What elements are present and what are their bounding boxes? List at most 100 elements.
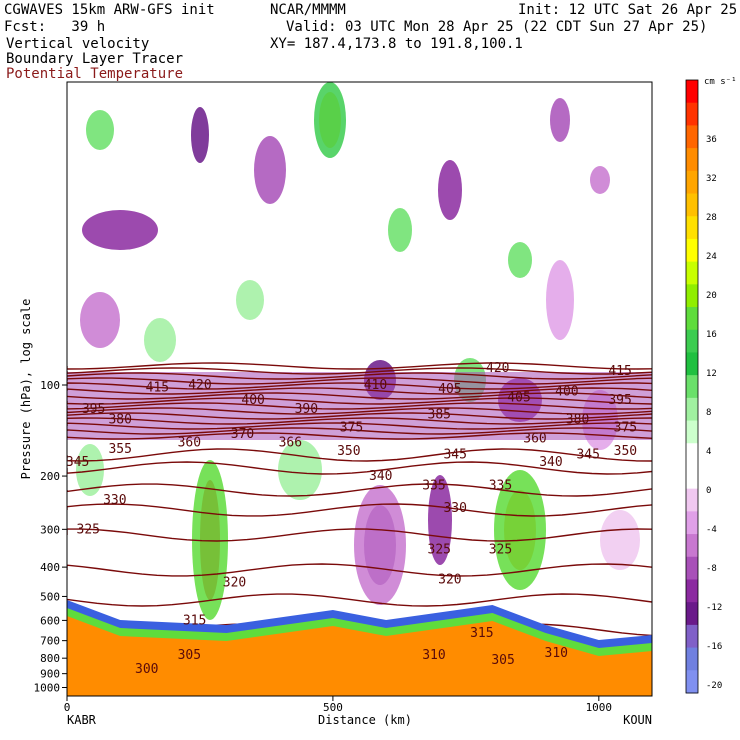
colorbar-label: 12 xyxy=(706,369,717,379)
theta-label: 400 xyxy=(555,384,578,399)
field-name-1: Vertical velocity xyxy=(6,36,150,52)
velocity-blob xyxy=(236,280,264,320)
colorbar-label: -16 xyxy=(706,642,722,652)
theta-label: 415 xyxy=(146,381,169,396)
velocity-blob xyxy=(550,98,570,142)
theta-label: 420 xyxy=(486,361,509,376)
theta-label: 366 xyxy=(279,436,302,451)
colorbar-label: 36 xyxy=(706,135,717,145)
colorbar-label: -4 xyxy=(706,525,717,535)
endpoint-left: KABR xyxy=(67,713,97,727)
xy-endpoints: XY= 187.4,173.8 to 191.8,100.1 xyxy=(270,36,523,52)
y-axis-title: Pressure (hPa), log scale xyxy=(19,299,33,480)
velocity-blob xyxy=(86,110,114,150)
colorbar-swatch xyxy=(686,647,698,671)
colorbar-label: 20 xyxy=(706,291,717,301)
colorbar-swatch xyxy=(686,534,698,558)
colorbar-swatch xyxy=(686,102,698,126)
colorbar-swatch xyxy=(686,238,698,263)
theta-contour-line xyxy=(67,402,652,410)
colorbar-swatch xyxy=(686,170,698,195)
y-tick-label: 300 xyxy=(40,523,60,536)
theta-contour-line xyxy=(67,367,652,375)
colorbar-swatch xyxy=(686,397,698,422)
field-name-2: Boundary Layer Tracer xyxy=(6,51,184,67)
x-axis-title: Distance (km) xyxy=(318,713,412,727)
theta-label: 325 xyxy=(489,543,512,558)
velocity-blob xyxy=(546,260,574,340)
theta-label: 415 xyxy=(608,364,631,379)
x-tick-label: 500 xyxy=(323,701,343,714)
velocity-blob xyxy=(428,475,452,565)
velocity-blob xyxy=(82,210,158,250)
colorbar-label: 28 xyxy=(706,213,717,223)
colorbar-swatch xyxy=(686,488,698,512)
colorbar-label: 8 xyxy=(706,408,711,418)
forecast-hour: Fcst: 39 h xyxy=(4,19,106,35)
y-tick-label: 100 xyxy=(40,379,60,392)
theta-contour-line xyxy=(67,372,652,380)
theta-label: 420 xyxy=(188,378,211,393)
theta-contour-line xyxy=(67,528,652,542)
colorbar-label: -8 xyxy=(706,564,717,574)
theta-label: 360 xyxy=(523,431,546,446)
colorbar-swatch xyxy=(686,148,698,172)
valid-time: Valid: 03 UTC Mon 28 Apr 25 (22 CDT Sun … xyxy=(286,19,708,35)
theta-contour-line xyxy=(67,362,652,370)
velocity-blob xyxy=(600,510,640,570)
theta-label: 340 xyxy=(369,469,392,484)
theta-label: 325 xyxy=(428,543,451,558)
colorbar-swatch xyxy=(686,602,698,626)
colorbar-label: 16 xyxy=(706,330,717,340)
colorbar-swatch xyxy=(686,556,698,580)
theta-label: 330 xyxy=(443,501,466,516)
colorbar-swatch xyxy=(686,375,698,399)
colorbar-swatch xyxy=(686,329,698,353)
velocity-blob xyxy=(191,107,209,163)
distance-axis: 0 500 1000 xyxy=(64,696,612,714)
theta-contour-line xyxy=(67,448,652,462)
theta-contour-line xyxy=(67,382,652,390)
org-label: NCAR/MMMM xyxy=(270,2,346,18)
colorbar-swatch xyxy=(686,125,698,149)
y-tick-label: 200 xyxy=(40,470,60,483)
velocity-blob xyxy=(354,485,406,605)
theta-contour-line xyxy=(67,563,652,577)
velocity-blob xyxy=(314,82,346,158)
colorbar-swatch xyxy=(686,579,698,603)
theta-contour-line xyxy=(67,422,652,430)
y-tick-label: 400 xyxy=(40,561,60,574)
field-name-3: Potential Temperature xyxy=(6,66,184,82)
y-tick-label: 800 xyxy=(40,652,60,665)
colorbar-unit: cm s⁻¹ xyxy=(704,77,737,87)
theta-contour-line xyxy=(67,392,652,400)
colorbar-swatch xyxy=(686,193,698,217)
velocity-blob xyxy=(508,242,532,278)
colorbar-label: 0 xyxy=(706,486,711,496)
theta-contour-line xyxy=(67,503,652,517)
colorbar-swatch xyxy=(686,670,698,694)
theta-contour-line xyxy=(67,412,652,420)
theta-contour-line xyxy=(67,407,652,415)
endpoint-right: KOUN xyxy=(623,713,652,727)
colorbar-swatch xyxy=(686,352,698,376)
x-tick-label: 1000 xyxy=(586,701,613,714)
colorbar-swatch xyxy=(686,307,698,331)
theta-label: 375 xyxy=(614,420,637,435)
theta-label: 375 xyxy=(340,420,363,435)
theta-label: 335 xyxy=(489,479,512,494)
velocity-blob xyxy=(144,318,176,362)
colorbar-swatch xyxy=(686,624,698,649)
theta-label: 330 xyxy=(103,493,126,508)
theta-label: 320 xyxy=(223,576,246,591)
y-tick-label: 700 xyxy=(40,635,60,648)
velocity-blob xyxy=(438,160,462,220)
colorbar-swatch xyxy=(686,80,698,104)
y-tick-label: 1000 xyxy=(34,682,61,695)
theta-label: 325 xyxy=(77,522,100,537)
theta-label: 350 xyxy=(614,444,637,459)
terrain-fill xyxy=(67,616,652,696)
theta-contour-line xyxy=(67,593,652,607)
terrain-boundary-layer xyxy=(67,600,652,696)
theta-contour-line xyxy=(67,387,652,395)
